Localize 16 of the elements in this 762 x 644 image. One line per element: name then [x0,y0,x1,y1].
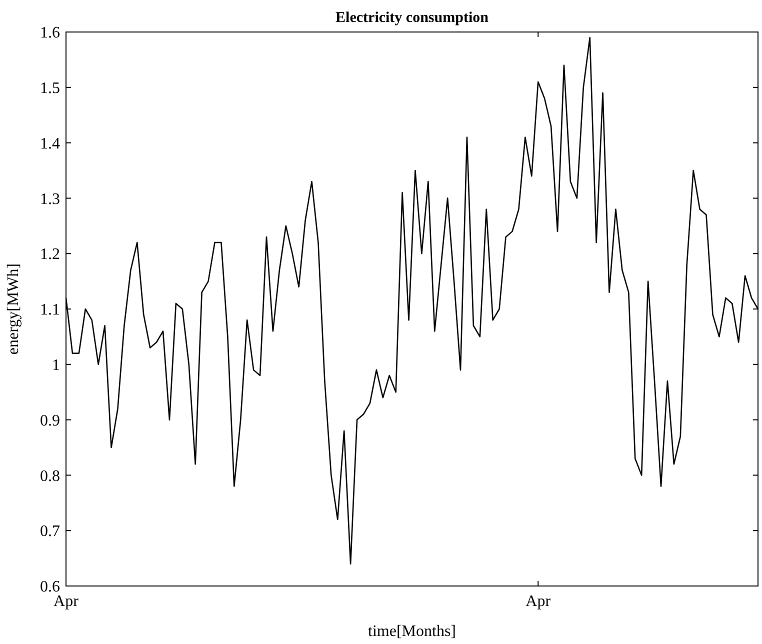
x-axis-title: time[Months] [368,623,456,640]
y-tick-label: 1 [52,357,60,374]
y-tick-label: 1.5 [40,80,60,97]
x-tick-label: Apr [526,593,552,610]
y-tick-label: 1.2 [40,246,60,264]
y-tick-label: 1.4 [40,135,60,152]
y-tick-label: 0.8 [40,468,60,485]
x-tick-label: Apr [54,593,80,610]
chart-title: Electricity consumption [336,10,490,26]
y-tick-label: 1.3 [40,190,60,208]
y-tick-label: 1.1 [40,302,60,319]
y-tick-label: 0.7 [40,523,60,540]
y-axis-title: energy[MWh] [5,263,22,355]
y-tick-label: 0.9 [40,412,60,430]
y-tick-label: 0.6 [40,578,60,596]
y-tick-label: 1.6 [40,24,60,42]
